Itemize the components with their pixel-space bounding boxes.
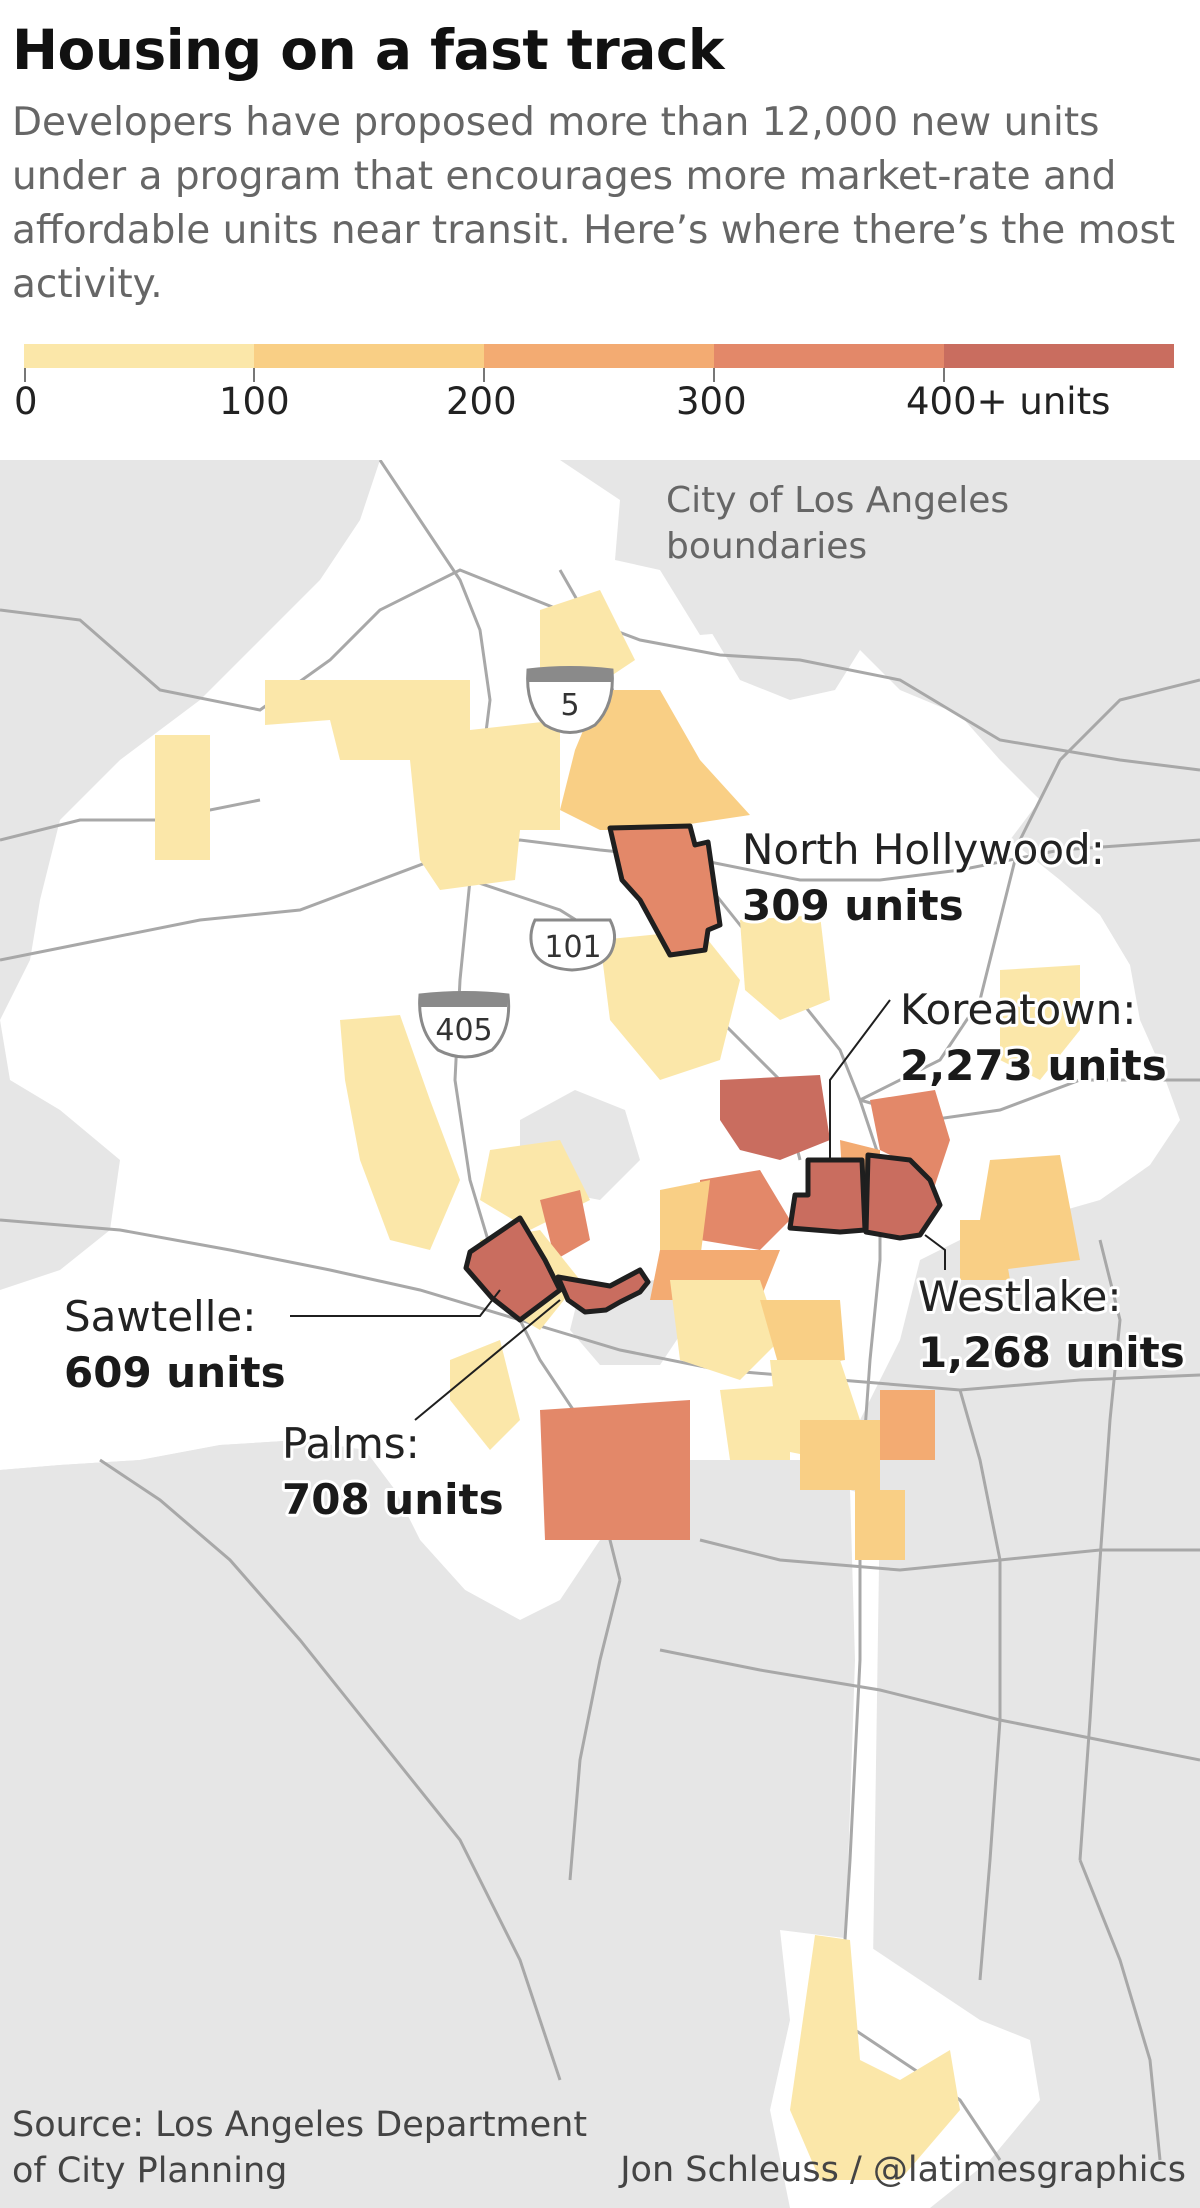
tract-fills — [155, 590, 1080, 2180]
interstate-405-shield: 405 — [418, 991, 511, 1059]
legend-tick — [24, 368, 26, 382]
tract-0-100 — [340, 1015, 460, 1250]
tract-100-200 — [660, 1180, 710, 1260]
palms-area — [555, 1267, 651, 1315]
leader-lines — [290, 999, 946, 1421]
legend-label-400-plus: 400+ units — [906, 380, 1111, 423]
tract-300-400 — [540, 1400, 690, 1540]
interstate-405-number: 405 — [435, 1013, 492, 1048]
byline-credit: Jon Schleuss / @latimesgraphics — [620, 2150, 1186, 2190]
city-boundary — [0, 460, 1180, 1620]
legend-swatch-400 — [944, 344, 1174, 368]
ocean — [0, 1440, 700, 2208]
source-line-2: of City Planning — [12, 2151, 288, 2191]
tract-300-400 — [870, 1090, 950, 1200]
road — [378, 460, 622, 1581]
tract-100-200 — [855, 1490, 905, 1560]
interstate-5-number: 5 — [560, 688, 579, 723]
tract-0-100 — [1000, 965, 1080, 1080]
westlake-area — [863, 1152, 943, 1241]
sawtelle-area — [463, 1215, 563, 1323]
highlighted-areas — [463, 823, 943, 1323]
westlake-leader-line — [924, 1234, 946, 1270]
legend-tick — [943, 368, 945, 382]
koreatown-area — [787, 1157, 868, 1235]
legend-swatch-0 — [24, 344, 254, 368]
tract-100-200 — [960, 1220, 1010, 1280]
chart-title: Housing on a fast track — [12, 18, 725, 82]
map: 5 101 405 City of Los Angeles boundaries… — [0, 460, 1200, 2208]
boundary-label-line2: boundaries — [666, 526, 867, 567]
legend-label-200: 200 — [446, 380, 517, 423]
us-101-number: 101 — [544, 930, 601, 965]
legend-tick — [713, 368, 715, 382]
tract-0-100 — [540, 590, 635, 690]
tract-0-100 — [720, 1385, 790, 1460]
tract-100-200 — [980, 1155, 1080, 1270]
tract-0-100 — [740, 915, 830, 1020]
palms-units: 708 units — [282, 1475, 504, 1524]
color-legend: 0 100 200 300 400+ units — [14, 344, 1174, 424]
tract-0-100 — [790, 1935, 960, 2180]
koreatown-name: Koreatown: — [900, 985, 1136, 1034]
road — [699, 1538, 1200, 1572]
westlake-units: 1,268 units — [918, 1328, 1185, 1377]
tract-0-100 — [670, 1280, 780, 1380]
legend-swatch-200 — [484, 344, 714, 368]
tract-300-400 — [700, 1170, 790, 1250]
sawtelle-leader-line — [290, 1289, 501, 1317]
north-hollywood-units: 309 units — [742, 881, 964, 930]
legend-swatch-300 — [714, 344, 944, 368]
us-101-shield: 101 — [529, 918, 617, 972]
road — [99, 1458, 562, 2081]
tract-300-400 — [540, 1190, 590, 1260]
tract-0-100 — [600, 930, 740, 1080]
tract-100-200 — [760, 1300, 845, 1370]
map-svg: 5 101 405 City of Los Angeles boundaries… — [0, 460, 1200, 2208]
interstate-shield-band — [528, 667, 612, 682]
koreatown-units: 2,273 units — [900, 1041, 1167, 1090]
north-hollywood-name: North Hollywood: — [742, 825, 1105, 874]
source-note: Source: Los Angeles Department of City P… — [12, 2102, 652, 2194]
tract-100-200 — [560, 690, 750, 830]
road — [859, 678, 1200, 1102]
us-shield-shape — [529, 918, 617, 972]
tract-400-plus — [720, 1075, 830, 1160]
chart-subtitle: Developers have proposed more than 12,00… — [12, 100, 1176, 307]
interstate-shield-band — [420, 992, 508, 1007]
legend-tick — [483, 368, 485, 382]
palms-leader-line — [414, 1299, 561, 1421]
legend-label-300: 300 — [676, 380, 747, 423]
palms-name: Palms: — [282, 1419, 420, 1468]
tract-0-100 — [155, 735, 210, 860]
legend-tick — [253, 368, 255, 382]
boundary-label-line1: City of Los Angeles — [666, 480, 1009, 521]
legend-swatch-100 — [254, 344, 484, 368]
westlake-name: Westlake: — [918, 1272, 1121, 1321]
tract-0-100 — [265, 680, 560, 890]
road — [958, 1389, 1002, 1981]
interstate-shield-shape — [526, 666, 614, 734]
road — [1078, 1859, 1162, 2161]
tract-100-200 — [800, 1420, 880, 1490]
sawtelle-units: 609 units — [64, 1348, 286, 1397]
sawtelle-name: Sawtelle: — [64, 1292, 256, 1341]
interstate-shield-shape — [418, 991, 511, 1059]
source-line-1: Source: Los Angeles Department — [12, 2105, 588, 2145]
legend-label-0: 0 — [14, 380, 38, 423]
road — [0, 1218, 1200, 1392]
interstate-5-shield: 5 — [526, 666, 614, 734]
road — [0, 838, 1200, 962]
tract-200-300 — [880, 1390, 935, 1460]
road — [568, 1579, 622, 1881]
road — [1078, 1239, 1122, 1861]
legend-label-100: 100 — [219, 380, 290, 423]
road — [659, 1648, 1200, 1762]
koreatown-leader-line — [829, 999, 891, 1160]
tract-0-100 — [450, 1340, 520, 1450]
north-hollywood-area — [607, 823, 723, 958]
